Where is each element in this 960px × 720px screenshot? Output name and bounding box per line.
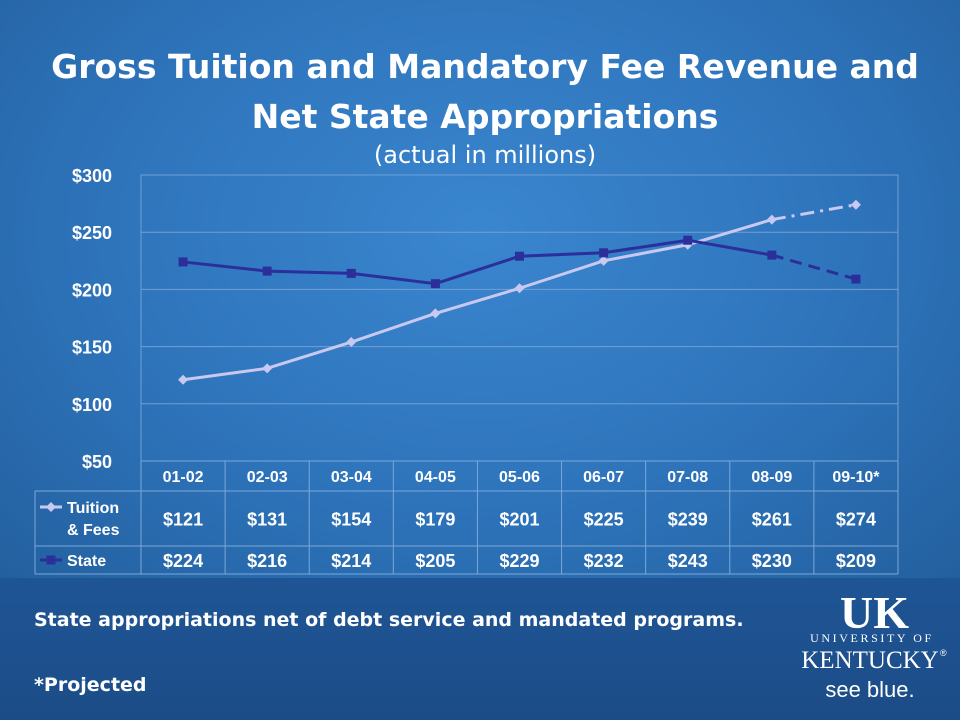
data-label: $216	[247, 551, 287, 571]
data-label: $232	[584, 551, 624, 571]
logo-mark: UK	[840, 587, 909, 638]
footnote-state-appropriations: State appropriations net of debt service…	[34, 609, 744, 631]
series-projected-line-tuition	[771, 203, 857, 222]
data-label: $121	[163, 510, 203, 530]
legend-label-fees: & Fees	[67, 522, 120, 539]
data-point-state	[430, 279, 440, 289]
data-label: $229	[499, 551, 539, 571]
data-point-state	[851, 274, 861, 284]
y-tick-label: $250	[72, 223, 112, 243]
data-label: $243	[668, 551, 708, 571]
data-point-tuition	[514, 283, 525, 294]
data-point-tuition	[598, 255, 609, 266]
x-category-label: 03-04	[331, 469, 372, 486]
data-point-state	[767, 250, 777, 260]
data-label: $131	[247, 510, 287, 530]
series-line-state	[182, 238, 773, 286]
data-point-state	[683, 235, 693, 245]
data-point-state	[178, 257, 188, 267]
x-category-label: 05-06	[499, 469, 540, 486]
data-label: $224	[163, 551, 203, 571]
y-tick-label: $50	[82, 452, 112, 472]
data-label: $230	[752, 551, 792, 571]
footnote-projected: *Projected	[34, 674, 147, 696]
data-point-tuition	[850, 199, 861, 210]
chart-title-line-2: Net State Appropriations	[251, 97, 719, 136]
data-label: $179	[415, 510, 455, 530]
data-point-tuition	[766, 214, 777, 225]
x-category-label: 09-10*	[832, 469, 880, 486]
logo-registered-mark: ®	[940, 648, 947, 658]
data-point-state	[346, 268, 356, 278]
legend-label-state: State	[67, 553, 106, 570]
y-tick-label: $200	[72, 280, 112, 300]
data-label: $214	[331, 551, 371, 571]
x-category-label: 07-08	[667, 469, 708, 486]
y-tick-label: $300	[72, 166, 112, 186]
x-category-label: 01-02	[163, 469, 204, 486]
data-label: $274	[836, 510, 876, 530]
y-tick-label: $100	[72, 395, 112, 415]
x-category-label: 08-09	[751, 469, 792, 486]
x-category-label: 04-05	[415, 469, 456, 486]
data-label: $201	[499, 510, 539, 530]
data-point-tuition	[430, 308, 441, 319]
data-point-tuition	[346, 337, 357, 348]
data-label: $261	[752, 510, 792, 530]
x-category-label: 06-07	[583, 469, 624, 486]
y-tick-label: $150	[72, 338, 112, 358]
logo-line-university-of: UNIVERSITY OF	[810, 631, 934, 645]
footer-band	[0, 578, 960, 720]
series-projected-line-state	[771, 253, 857, 281]
chart-title-line-1: Gross Tuition and Mandatory Fee Revenue …	[51, 47, 919, 86]
data-point-state	[515, 251, 524, 261]
data-label: $239	[668, 510, 708, 530]
data-label: $209	[836, 551, 876, 571]
data-point-state	[262, 266, 272, 276]
chart-subtitle: (actual in millions)	[373, 141, 597, 169]
x-category-label: 02-03	[247, 469, 288, 486]
data-label: $154	[331, 510, 371, 530]
data-point-tuition	[262, 363, 273, 374]
legend-marker-state	[46, 555, 56, 565]
data-label: $205	[415, 551, 455, 571]
data-label: $225	[584, 510, 624, 530]
logo-tagline: see blue.	[825, 677, 914, 702]
data-point-state	[599, 248, 609, 258]
data-point-tuition	[178, 374, 189, 385]
series-line-tuition	[182, 218, 773, 382]
university-of-kentucky-logo: UK UNIVERSITY OF KENTUCKY ® see blue.	[801, 587, 947, 702]
legend-marker-tuition	[46, 502, 56, 512]
chart-title: Gross Tuition and Mandatory Fee Revenue …	[30, 42, 940, 142]
legend-label-tuition: Tuition	[67, 500, 119, 517]
logo-line-kentucky: KENTUCKY	[801, 647, 939, 674]
